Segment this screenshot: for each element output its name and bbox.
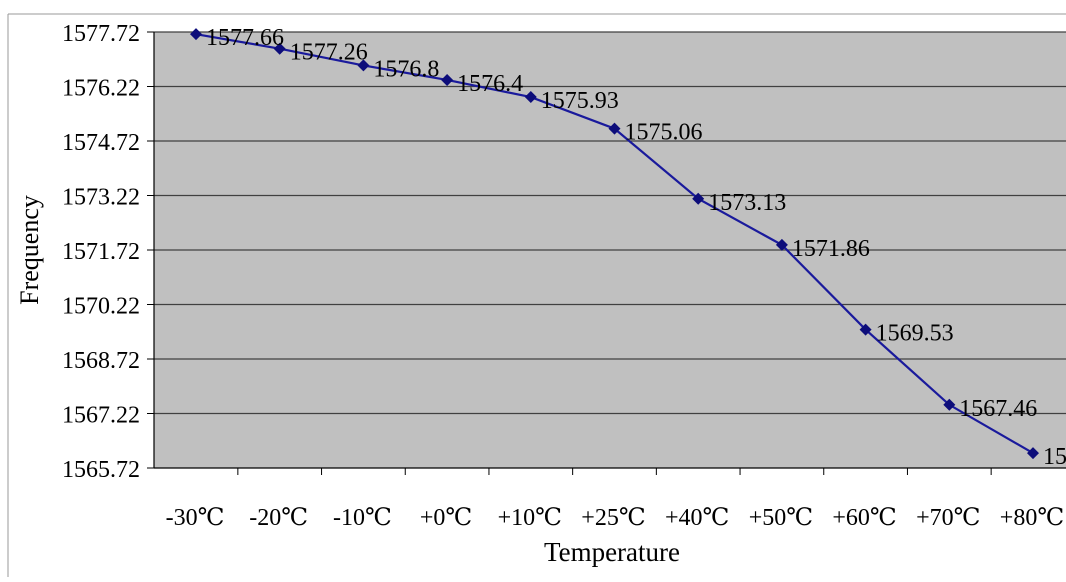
data-point-label: 1567.46 — [959, 396, 1037, 422]
y-tick-label: 1571.72 — [62, 239, 140, 265]
y-tick-label: 1565.72 — [62, 457, 140, 483]
y-tick-labels: 1577.72 1576.22 1574.72 1573.22 1571.72 1570.… — [62, 21, 140, 483]
x-tick-label: +70℃ — [916, 505, 980, 531]
x-tick-label: +40℃ — [665, 505, 729, 531]
x-axis-label: Temperature — [544, 537, 680, 567]
x-tick-labels: -30℃ -20℃ -10℃ +0℃ +10℃ +25℃ +40℃ +50℃ +60℃ +70℃ +… — [166, 505, 1065, 531]
data-point-label: 1566.13 — [1043, 444, 1066, 470]
y-tick-label: 1568.72 — [62, 348, 140, 374]
data-point-label: 1575.93 — [541, 88, 619, 114]
y-tick-label: 1574.72 — [62, 130, 140, 156]
x-tick-label: -20℃ — [249, 505, 308, 531]
x-tick-label: -10℃ — [333, 505, 392, 531]
series-group — [190, 28, 1039, 460]
y-tick-label: 1577.72 — [62, 21, 140, 47]
data-point-label: 1571.86 — [792, 236, 870, 262]
data-point-label: 1577.26 — [290, 40, 368, 66]
x-tick-label: +60℃ — [832, 505, 896, 531]
data-point-label: 1575.06 — [625, 120, 703, 146]
data-point-marker — [943, 398, 956, 411]
y-axis-label: Frequency — [15, 195, 44, 305]
x-tick-label: +0℃ — [420, 505, 472, 531]
data-point-marker — [608, 122, 621, 135]
data-point-marker — [859, 323, 872, 336]
data-point-label: 1576.4 — [457, 71, 523, 97]
x-tick-label: +25℃ — [581, 505, 645, 531]
data-point-marker — [1027, 447, 1039, 460]
x-tick-label: -30℃ — [166, 505, 225, 531]
data-point-label: 1569.53 — [876, 321, 954, 347]
data-point-marker — [190, 28, 202, 41]
x-tick-label: +10℃ — [498, 505, 562, 531]
x-tick-label: +50℃ — [749, 505, 813, 531]
data-point-marker — [441, 73, 454, 86]
y-tick-label: 1567.22 — [62, 403, 140, 429]
data-point-marker — [273, 42, 286, 55]
y-tick-label: 1576.22 — [62, 76, 140, 102]
y-tick-label: 1570.22 — [62, 294, 140, 320]
x-tick-label: +80℃ — [1000, 505, 1064, 531]
data-point-marker — [524, 91, 537, 104]
y-tick-label: 1573.22 — [62, 185, 140, 211]
data-point-marker — [692, 192, 705, 205]
data-point-marker — [775, 238, 788, 251]
data-point-label: 1577.66 — [206, 25, 284, 51]
gridlines — [154, 31, 1066, 415]
data-point-label: 1573.13 — [708, 190, 786, 216]
data-point-label: 1576.8 — [373, 56, 439, 82]
axes — [147, 31, 1066, 475]
data-point-marker — [357, 59, 370, 72]
